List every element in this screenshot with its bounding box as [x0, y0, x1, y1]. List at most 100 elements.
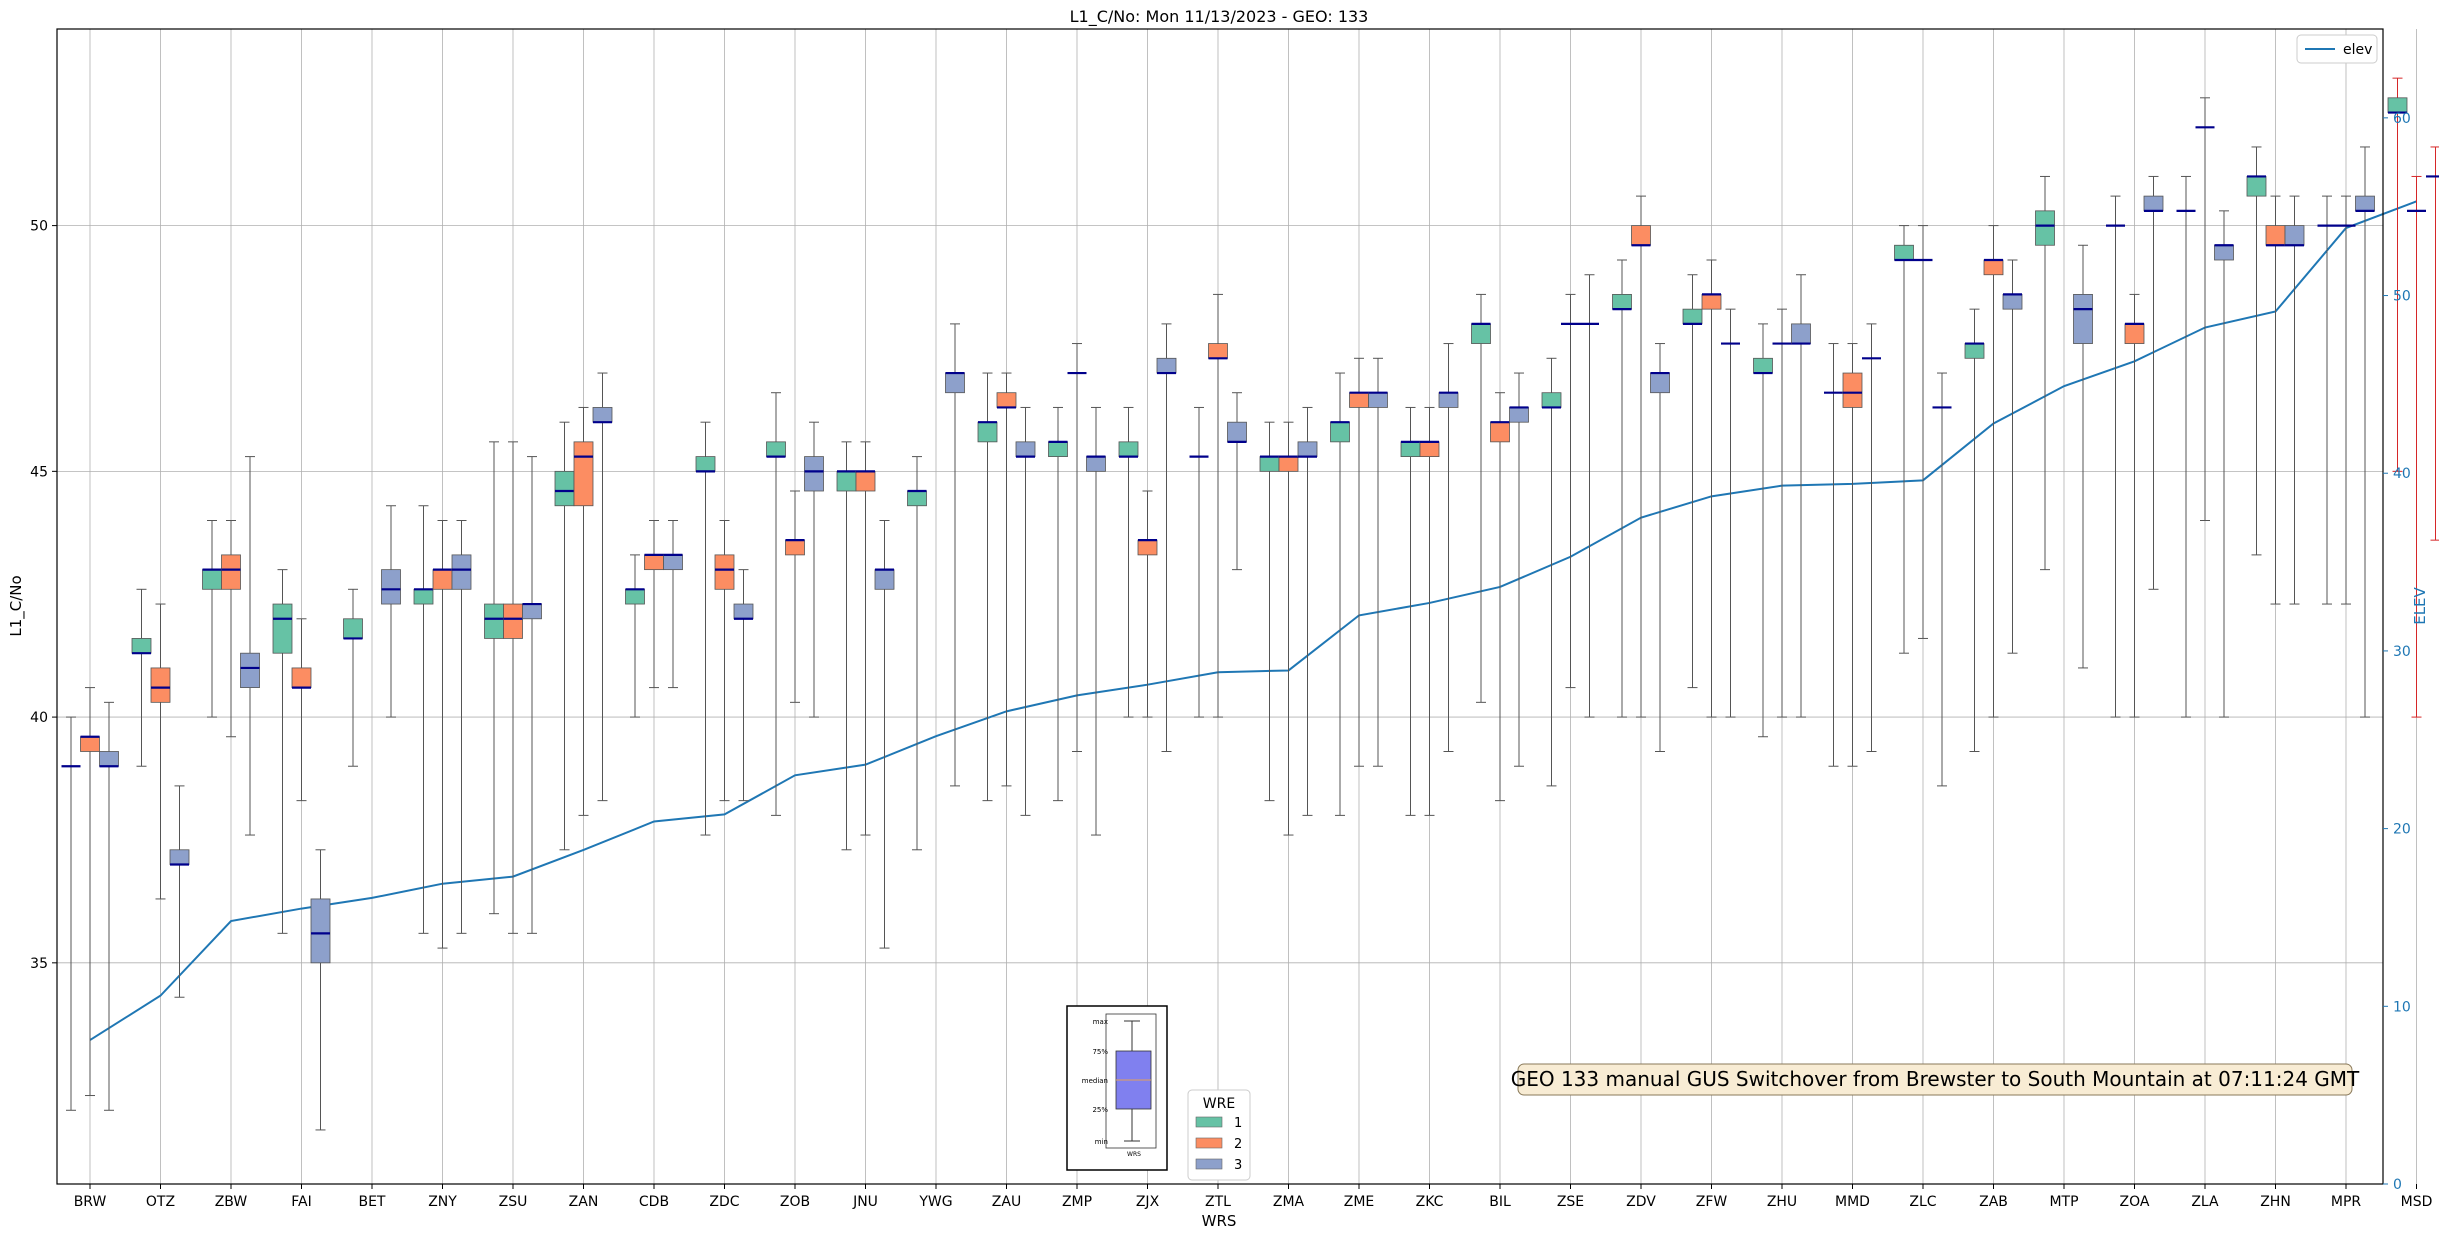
box-MMD-wre3	[1862, 323, 1881, 752]
box-FAI-wre3	[310, 849, 331, 1131]
box-body	[855, 470, 876, 492]
y-tick-label: 35	[30, 956, 48, 972]
box-body	[310, 898, 331, 964]
x-tick-label: OTZ	[146, 1194, 175, 1210]
x-tick-label: ZFW	[1696, 1194, 1728, 1210]
grid-layer	[57, 29, 2417, 1184]
box-ZMP-wre1	[1048, 406, 1068, 802]
box-body	[1137, 539, 1158, 556]
x-tick-label: ZSU	[499, 1194, 528, 1210]
y2-tick-label: 10	[2393, 999, 2411, 1015]
box-ZTL-wre1	[1189, 406, 1209, 718]
box-layer	[61, 77, 2439, 1131]
box-ZLC-wre2	[1913, 225, 1933, 639]
box-body	[714, 554, 735, 590]
wre-legend-swatch-1	[1195, 1116, 1223, 1128]
box-body	[1983, 259, 2004, 276]
box-body	[1612, 294, 1632, 310]
y2-tick-label: 50	[2393, 289, 2411, 305]
box-body	[1048, 441, 1068, 457]
x-axis-label: WRS	[1202, 1212, 1237, 1230]
x-tick-label: ZHU	[1767, 1194, 1797, 1210]
x-tick-label: ZSE	[1557, 1194, 1584, 1210]
box-body	[874, 569, 895, 590]
key-diagram: max 75% median 25% min WRS	[1066, 1005, 1168, 1171]
box-body	[1509, 407, 1529, 423]
box-OTZ-wre3	[169, 785, 190, 998]
box-OTZ-wre1	[131, 588, 152, 767]
box-body	[99, 751, 119, 767]
x-tick-label: YWG	[918, 1194, 952, 1210]
elev-line	[89, 200, 2417, 1041]
x-tick-label: ZME	[1344, 1194, 1375, 1210]
box-body	[240, 652, 260, 688]
box-ZDC-wre1	[695, 421, 716, 836]
box-body	[131, 638, 152, 654]
box-body	[592, 407, 613, 423]
wre-legend-frame	[1187, 1089, 1251, 1181]
y2-tick-label: 20	[2393, 822, 2411, 838]
x-tick-label: ZAB	[1979, 1194, 2008, 1210]
x-tick-label: ZBW	[215, 1194, 248, 1210]
box-body	[80, 736, 100, 752]
box-MSD-wre3	[2426, 146, 2439, 541]
y-tick-label: 50	[30, 219, 48, 235]
box-ZSE-wre3	[1580, 274, 1599, 718]
x-tick-label: MMD	[1835, 1194, 1870, 1210]
box-JNU-wre3	[874, 519, 895, 949]
chart-title: L1_C/No: Mon 11/13/2023 - GEO: 133	[1070, 7, 1369, 27]
wre-legend-label-1: 1	[1234, 1116, 1242, 1131]
elev-legend-frame	[2296, 34, 2378, 64]
x-tick-label: MTP	[2049, 1194, 2078, 1210]
x-tick-label: CDB	[639, 1194, 669, 1210]
box-body	[996, 392, 1017, 408]
box-ZLC-wre1	[1894, 225, 1914, 654]
box-body	[695, 456, 716, 472]
box-body	[2246, 176, 2267, 197]
x-tick-label: JNU	[852, 1194, 878, 1210]
box-BRW-wre2	[80, 687, 100, 1097]
annotation-text: GEO 133 manual GUS Switchover from Brews…	[1511, 1067, 2360, 1091]
elev-legend: elev	[2296, 34, 2378, 64]
x-tick-label: ZJX	[1136, 1194, 1160, 1210]
box-body	[503, 603, 523, 639]
box-ZLA-wre2	[2195, 97, 2215, 521]
box-body	[1842, 372, 1863, 408]
box-body	[150, 667, 171, 703]
wre-legend-label-2: 2	[1234, 1137, 1242, 1152]
key-label-75: 75%	[1092, 1048, 1108, 1056]
box-ZFW-wre2	[1701, 259, 1722, 718]
box-ZHN-wre2	[2265, 195, 2286, 605]
box-body	[484, 603, 504, 639]
box-body	[432, 569, 453, 590]
box-ZHN-wre1	[2246, 146, 2267, 556]
box-body	[2265, 225, 2286, 246]
box-ZMA-wre2	[1278, 421, 1299, 836]
box-body	[202, 569, 222, 590]
y-axis-left: 35 40 45 50	[30, 219, 57, 972]
box-body	[2284, 225, 2305, 246]
box-MTP-wre1	[2035, 175, 2055, 571]
box-ZTL-wre3	[1227, 392, 1247, 571]
box-body	[554, 470, 575, 507]
box-body	[1894, 244, 1914, 261]
box-body	[1650, 372, 1670, 394]
box-ZOA-wre2	[2124, 293, 2145, 718]
x-tick-label: ZAN	[569, 1194, 599, 1210]
x-tick-label: ZDC	[709, 1194, 739, 1210]
x-tick-label: ZLA	[2191, 1194, 2219, 1210]
x-tick-label: ZAU	[992, 1194, 1021, 1210]
box-ZBW-wre3	[240, 456, 260, 836]
box-ZOB-wre1	[766, 392, 786, 816]
y2-tick-label: 0	[2393, 1177, 2402, 1193]
box-body	[644, 554, 664, 571]
box-BET-wre3	[381, 505, 401, 718]
key-xlabel: WRS	[1127, 1151, 1141, 1158]
x-tick-label: MPR	[2331, 1194, 2362, 1210]
box-CDB-wre1	[625, 554, 645, 718]
box-body	[2124, 323, 2145, 344]
box-body	[1682, 308, 1703, 325]
box-ZDV-wre2	[1631, 195, 1651, 718]
box-ZOB-wre2	[785, 490, 805, 703]
box-CDB-wre2	[644, 519, 664, 689]
